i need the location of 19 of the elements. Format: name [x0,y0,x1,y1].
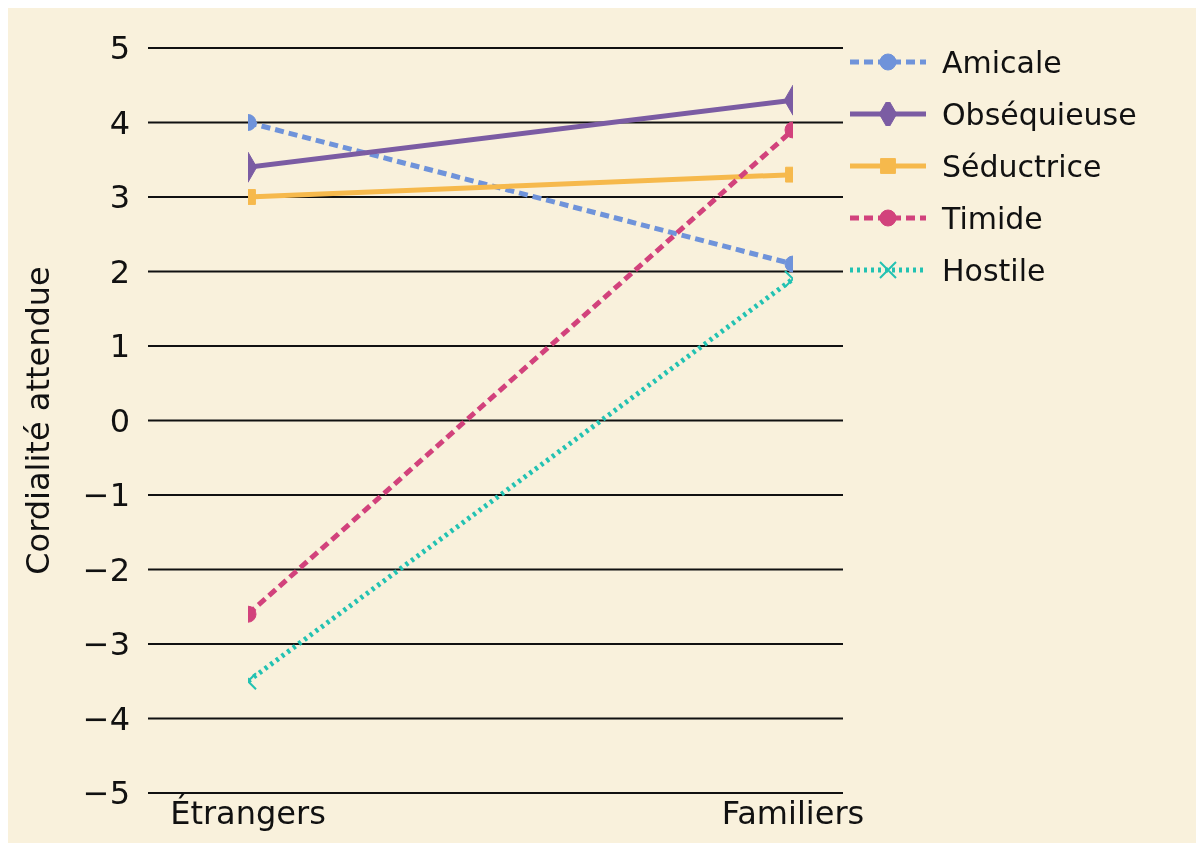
y-tick-label: 2 [109,252,130,291]
y-tick-label: −5 [82,774,130,813]
legend-label: Hostile [942,252,1046,288]
x-tick-label: Familiers [721,793,865,832]
y-tick-label: 0 [109,401,130,440]
y-tick-label: −1 [82,476,130,515]
legend-label: Timide [942,200,1043,236]
y-axis-title: Cordialité attendue [19,266,58,575]
y-tick-label: −3 [82,625,130,664]
y-tick-label: 1 [109,327,130,366]
x-tick-label: Étrangers [170,793,326,832]
y-tick-label: 4 [109,103,130,142]
y-tick-label: 5 [109,29,130,68]
legend-label: Obséquieuse [942,96,1137,132]
y-tick-label: −2 [82,550,130,589]
legend-label: Amicale [942,44,1062,80]
y-tick-label: −4 [82,699,130,738]
legend-label: Séductrice [942,148,1102,184]
y-tick-label: 3 [109,178,130,217]
